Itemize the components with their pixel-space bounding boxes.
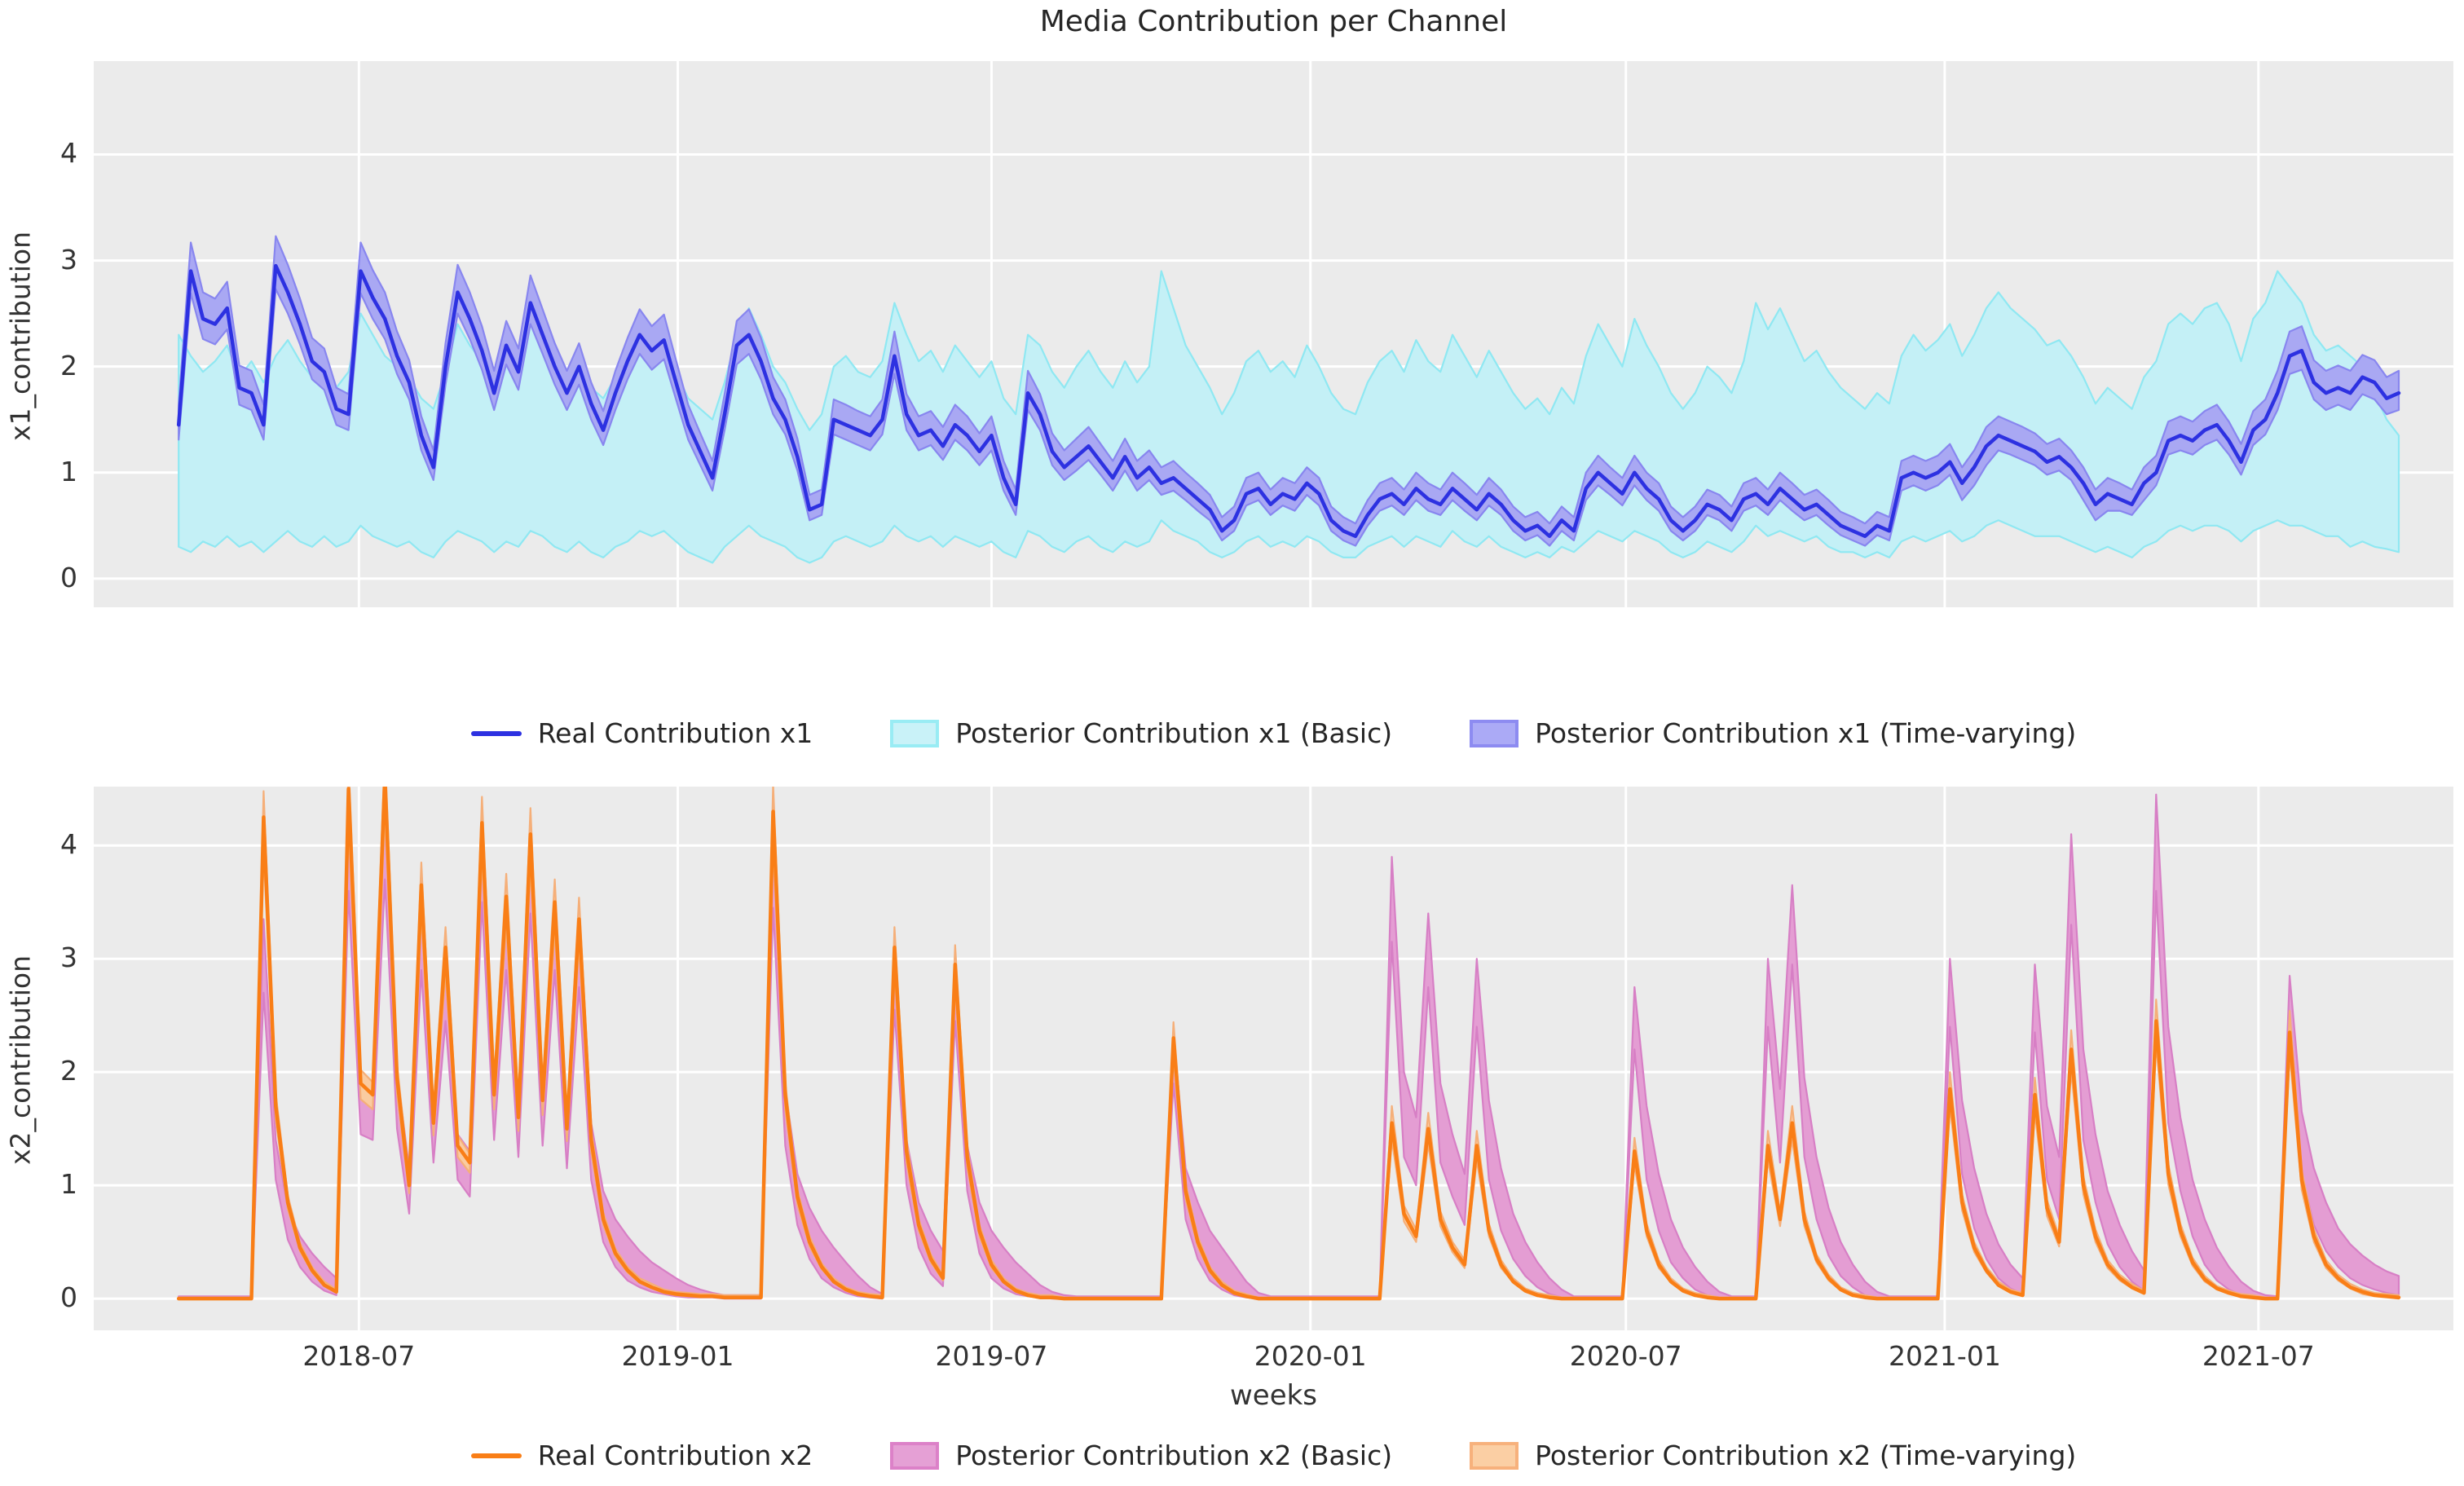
line-real-contribution-x2 <box>176 787 2401 1301</box>
legend-item-real-x1: Real Contribution x1 <box>470 717 813 749</box>
legend-item-timevarying-x2: Posterior Contribution x2 (Time-varying) <box>1470 1440 2076 1471</box>
legend-patch-swatch <box>890 1441 940 1470</box>
legend-item-real-x2: Real Contribution x2 <box>470 1440 813 1471</box>
legend-x1: Real Contribution x1 Posterior Contribut… <box>94 703 2453 764</box>
legend-patch-swatch <box>1470 1441 1519 1470</box>
legend-label: Real Contribution x1 <box>537 717 813 749</box>
legend-item-basic-x2: Posterior Contribution x2 (Basic) <box>890 1440 1392 1471</box>
y-axis-label-x1: x1_contribution <box>4 231 37 442</box>
plot-1 <box>94 61 2453 607</box>
plot-2 <box>94 787 2453 1330</box>
y-tick-label: 0 <box>60 561 77 593</box>
x-axis-label: weeks <box>1229 1379 1318 1412</box>
y-tick-label: 2 <box>60 349 77 381</box>
legend-label: Posterior Contribution x1 (Basic) <box>955 717 1393 749</box>
legend-item-basic-x1: Posterior Contribution x1 (Basic) <box>890 717 1392 749</box>
y-tick-label: 1 <box>60 1168 77 1201</box>
legend-label: Posterior Contribution x2 (Basic) <box>955 1440 1393 1471</box>
legend-patch-swatch <box>890 719 940 747</box>
line-real-contribution-x1 <box>176 263 2401 539</box>
legend-patch-swatch <box>1470 719 1519 747</box>
legend-line-swatch <box>470 730 522 736</box>
x-tick-label: 2021-07 <box>2202 1340 2315 1372</box>
y-tick-label: 3 <box>60 941 77 974</box>
band-posterior-contribution-x1-time-varying- <box>178 235 2400 547</box>
x-tick-label: 2019-07 <box>935 1340 1048 1372</box>
y-tick-label: 2 <box>60 1055 77 1087</box>
x-tick-label: 2020-01 <box>1254 1340 1367 1372</box>
x-tick-label: 2018-07 <box>302 1340 416 1372</box>
legend-label: Posterior Contribution x1 (Time-varying) <box>1535 717 2077 749</box>
y-tick-label: 3 <box>60 243 77 276</box>
chart-title: Media Contribution per Channel <box>1039 5 1508 38</box>
legend-item-timevarying-x1: Posterior Contribution x1 (Time-varying) <box>1470 717 2076 749</box>
y-tick-label: 4 <box>60 828 77 861</box>
legend-label: Posterior Contribution x2 (Time-varying) <box>1535 1440 2077 1471</box>
legend-line-swatch <box>470 1453 522 1458</box>
y-tick-label: 4 <box>60 137 77 170</box>
legend-x2: Real Contribution x2 Posterior Contribut… <box>94 1425 2453 1486</box>
y-tick-label: 0 <box>60 1281 77 1314</box>
x-tick-label: 2021-01 <box>1888 1340 2001 1372</box>
x-tick-label: 2020-07 <box>1569 1340 1682 1372</box>
band-posterior-contribution-x1-basic- <box>178 270 2400 564</box>
x-tick-label: 2019-01 <box>621 1340 734 1372</box>
legend-label: Real Contribution x2 <box>537 1440 813 1471</box>
y-tick-label: 1 <box>60 455 77 487</box>
